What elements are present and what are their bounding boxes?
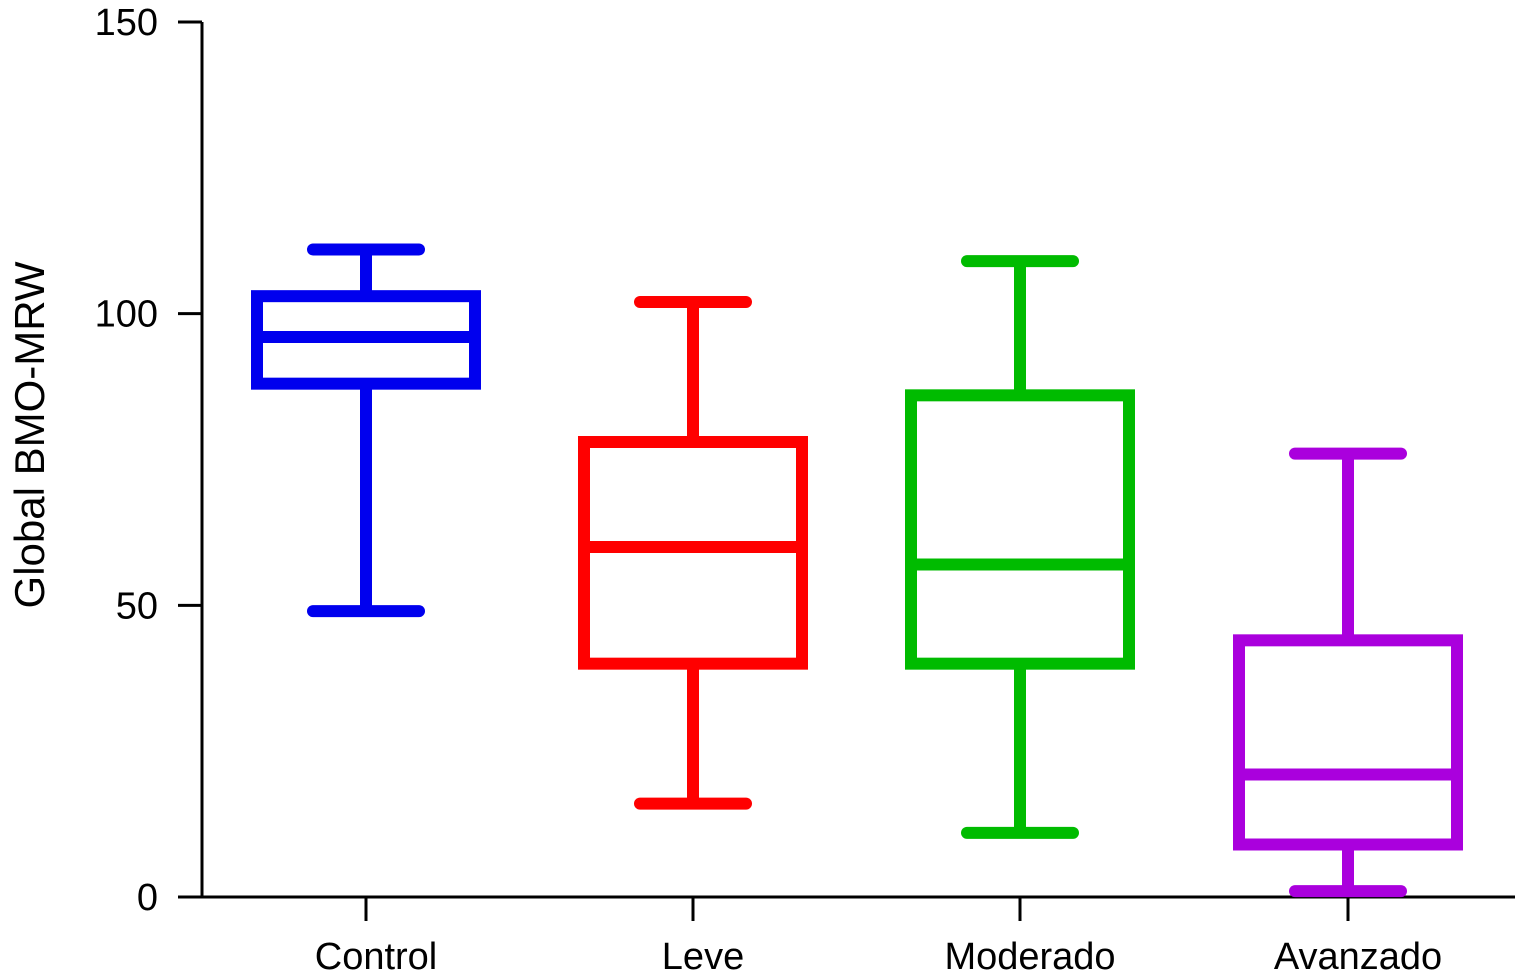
y-tick-label: 100	[95, 294, 158, 336]
box-leve	[578, 296, 808, 810]
x-axis: Control Leve Moderado Avanzado	[202, 895, 1515, 978]
box-avanzado	[1233, 447, 1463, 898]
boxes-layer	[251, 243, 1463, 898]
y-axis-title: Global BMO-MRW	[6, 261, 53, 608]
x-tick-label: Leve	[662, 936, 744, 978]
x-tick-label: Moderado	[944, 936, 1115, 978]
box-moderado	[905, 255, 1135, 839]
y-axis: 0 50 100 150	[95, 2, 204, 919]
box-control	[251, 243, 481, 618]
iqr-box	[905, 389, 1135, 670]
y-tick-label: 50	[116, 585, 158, 627]
y-tick-label: 150	[95, 2, 158, 44]
x-tick-label: Avanzado	[1274, 936, 1442, 978]
y-tick-label: 0	[137, 877, 158, 919]
iqr-box	[1233, 634, 1463, 851]
x-tick-label: Control	[315, 936, 438, 978]
